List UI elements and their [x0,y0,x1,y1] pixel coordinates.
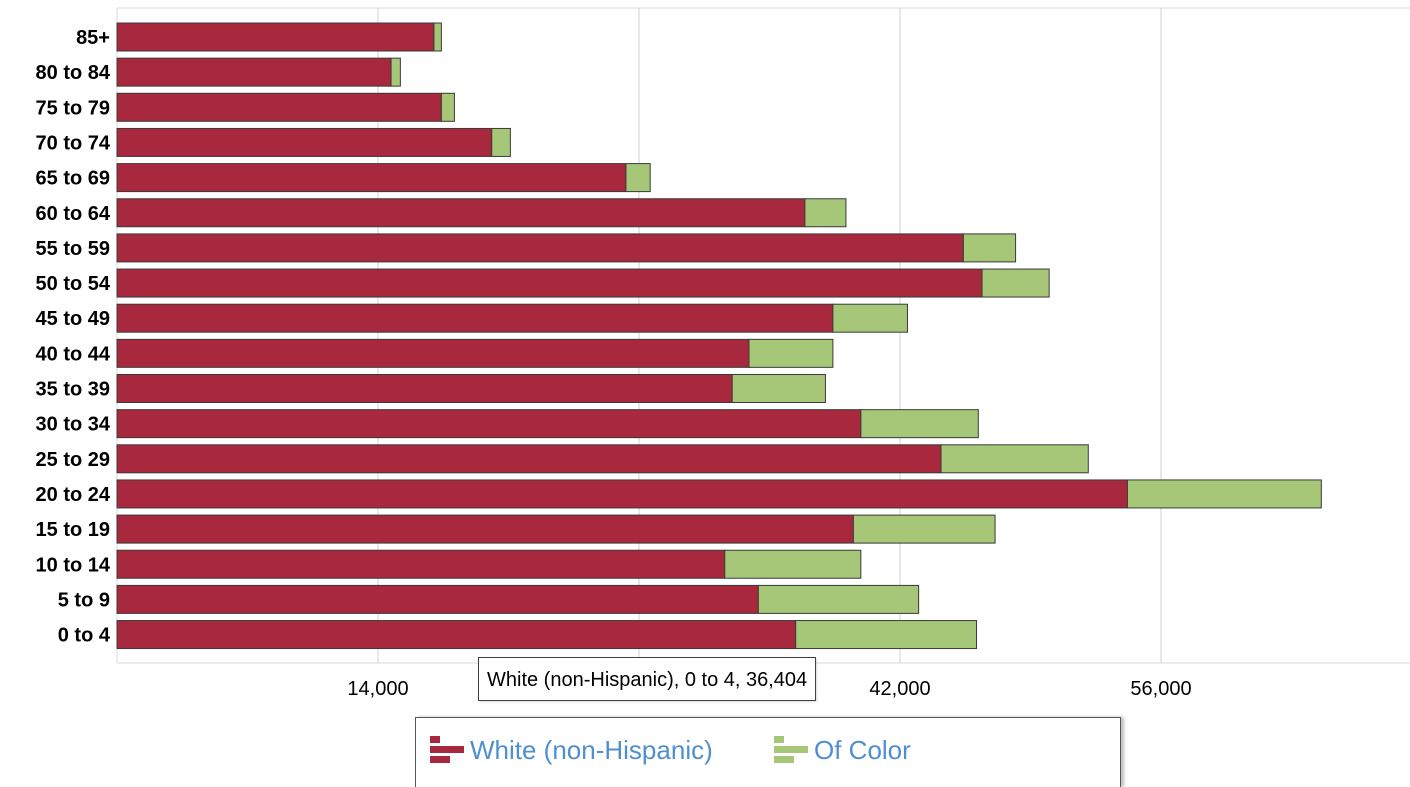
bar-of-color[interactable] [625,163,651,193]
bar-of-color[interactable] [832,303,908,333]
y-category-label: 20 to 24 [36,484,111,506]
y-category-label: 35 to 39 [36,379,110,401]
bar-of-color[interactable] [962,233,1017,263]
legend-label: White (non-Hispanic) [470,734,713,765]
bar-of-color[interactable] [804,198,847,228]
bar-of-color[interactable] [940,444,1089,474]
bar-white-non-hispanic[interactable] [116,22,435,52]
y-category-label: 75 to 79 [36,97,110,119]
bar-white-non-hispanic[interactable] [116,514,854,544]
bar-white-non-hispanic[interactable] [116,620,797,650]
bar-of-color[interactable] [724,549,862,579]
y-category-label: 60 to 64 [36,203,111,225]
bar-white-non-hispanic[interactable] [116,198,806,228]
chart-legend: White (non-Hispanic) Of Color [415,717,1121,787]
x-tick-label: 42,000 [869,678,930,700]
bar-of-color[interactable] [433,22,442,52]
y-category-label: 80 to 84 [36,62,111,84]
bar-white-non-hispanic[interactable] [116,338,750,368]
bar-white-non-hispanic[interactable] [116,233,964,263]
x-tick-label: 14,000 [347,678,408,700]
bar-white-non-hispanic[interactable] [116,549,726,579]
bar-chart-icon [774,736,808,763]
y-category-label: 5 to 9 [58,589,110,611]
bar-of-color[interactable] [795,620,978,650]
y-category-label: 45 to 49 [36,308,110,330]
chart-tooltip: White (non-Hispanic), 0 to 4, 36,404 [478,657,817,701]
bar-of-color[interactable] [748,338,834,368]
bar-white-non-hispanic[interactable] [116,268,983,298]
bar-of-color[interactable] [1126,479,1322,509]
y-category-label: 70 to 74 [36,132,111,154]
y-category-label: 40 to 44 [36,343,111,365]
bar-white-non-hispanic[interactable] [116,303,834,333]
y-category-label: 30 to 34 [36,414,111,436]
bar-of-color[interactable] [440,92,455,122]
bar-white-non-hispanic[interactable] [116,374,733,403]
y-category-label: 25 to 29 [36,449,110,471]
bar-of-color[interactable] [390,57,401,87]
bar-white-non-hispanic[interactable] [116,163,627,193]
bar-of-color[interactable] [731,374,826,403]
legend-item-white-non-hispanic[interactable]: White (non-Hispanic) [430,732,713,768]
bar-white-non-hispanic[interactable] [116,127,493,157]
y-category-label: 55 to 59 [36,238,110,260]
legend-label: Of Color [814,734,911,765]
bar-of-color[interactable] [860,409,979,439]
y-category-label: 0 to 4 [58,625,111,647]
bar-chart-icon [430,736,464,763]
bar-white-non-hispanic[interactable] [116,57,392,87]
bar-of-color[interactable] [981,268,1050,298]
bar-of-color[interactable] [491,127,511,157]
bar-of-color[interactable] [852,514,996,544]
bar-white-non-hispanic[interactable] [116,92,442,122]
bar-of-color[interactable] [757,584,920,614]
bar-white-non-hispanic[interactable] [116,444,942,474]
bar-white-non-hispanic[interactable] [116,409,862,439]
bar-white-non-hispanic[interactable] [116,584,759,614]
y-category-label: 10 to 14 [36,554,111,576]
y-category-label: 85+ [76,27,110,49]
bar-white-non-hispanic[interactable] [116,479,1128,509]
y-category-label: 50 to 54 [36,273,111,295]
x-tick-label: 56,000 [1130,678,1191,700]
y-category-label: 65 to 69 [36,168,110,190]
y-category-label: 15 to 19 [36,519,110,541]
legend-item-of-color[interactable]: Of Color [774,732,911,768]
